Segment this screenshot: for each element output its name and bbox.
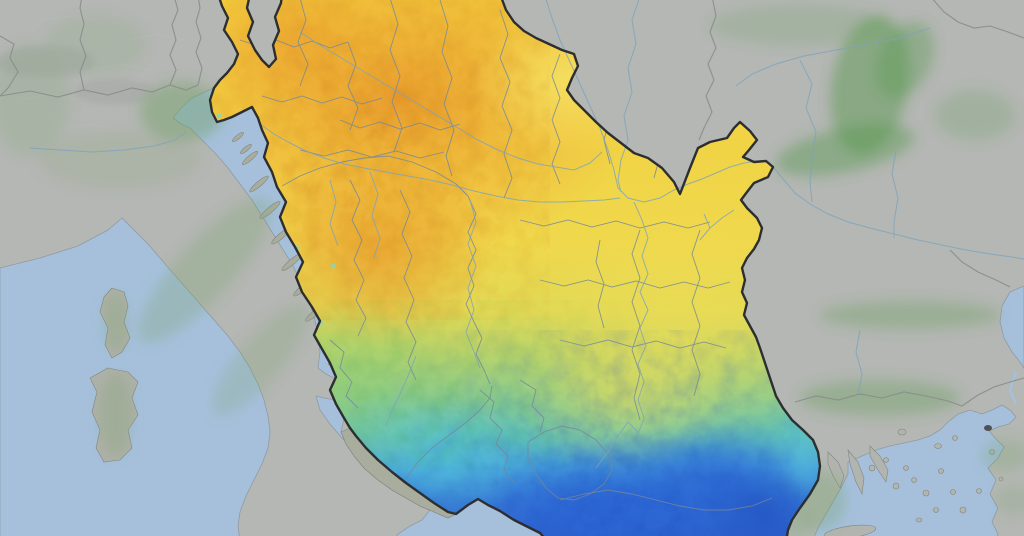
green-shade-turkey xyxy=(981,439,1024,471)
green-shade-carpathians-south xyxy=(776,124,914,176)
peninsula-finger xyxy=(847,448,865,496)
chalkidiki-peninsulas xyxy=(827,445,889,496)
black-sea xyxy=(999,285,1024,369)
island xyxy=(922,489,930,497)
island xyxy=(952,435,958,441)
green-shade-romania-east xyxy=(935,90,1015,140)
green-shade-corsica xyxy=(104,292,128,352)
green-shade-turkey-south xyxy=(995,486,1024,514)
island xyxy=(903,465,909,471)
island xyxy=(232,131,244,143)
rivers xyxy=(29,0,1024,469)
marmara-lake xyxy=(984,425,992,431)
island xyxy=(976,488,982,494)
green-shade-apennines-south xyxy=(211,304,309,416)
green-shade-stara-planina xyxy=(820,301,1000,329)
green-shade-slovenia xyxy=(140,82,224,142)
green-shade-carpathians-ne xyxy=(875,22,935,98)
island xyxy=(240,143,252,155)
peninsula-finger xyxy=(869,445,889,483)
green-shade-romania-north xyxy=(710,5,890,45)
green-shade-alps-north xyxy=(45,17,145,73)
aegean-sea xyxy=(814,404,1017,536)
island xyxy=(959,506,967,514)
island xyxy=(249,175,269,193)
coastal-spot xyxy=(216,113,222,119)
green-shade-po-plain xyxy=(40,132,200,188)
green-shade-sardinia xyxy=(100,373,132,457)
island xyxy=(883,457,889,463)
island xyxy=(911,477,917,483)
country-borders xyxy=(0,0,1024,407)
terrain-green-shading xyxy=(0,5,1024,536)
bosphorus-strait xyxy=(1008,371,1018,405)
island xyxy=(934,443,942,449)
island xyxy=(241,151,259,165)
island xyxy=(892,482,900,490)
island xyxy=(938,468,944,474)
ridge-shadow xyxy=(75,79,155,105)
island xyxy=(897,428,907,436)
island xyxy=(868,464,876,472)
green-shade-apennines-north xyxy=(138,196,272,344)
island xyxy=(933,507,939,513)
aegean-islands xyxy=(823,428,1004,536)
coastal-spot xyxy=(330,263,336,269)
island xyxy=(950,489,956,495)
island xyxy=(915,517,923,523)
island xyxy=(998,476,1004,482)
